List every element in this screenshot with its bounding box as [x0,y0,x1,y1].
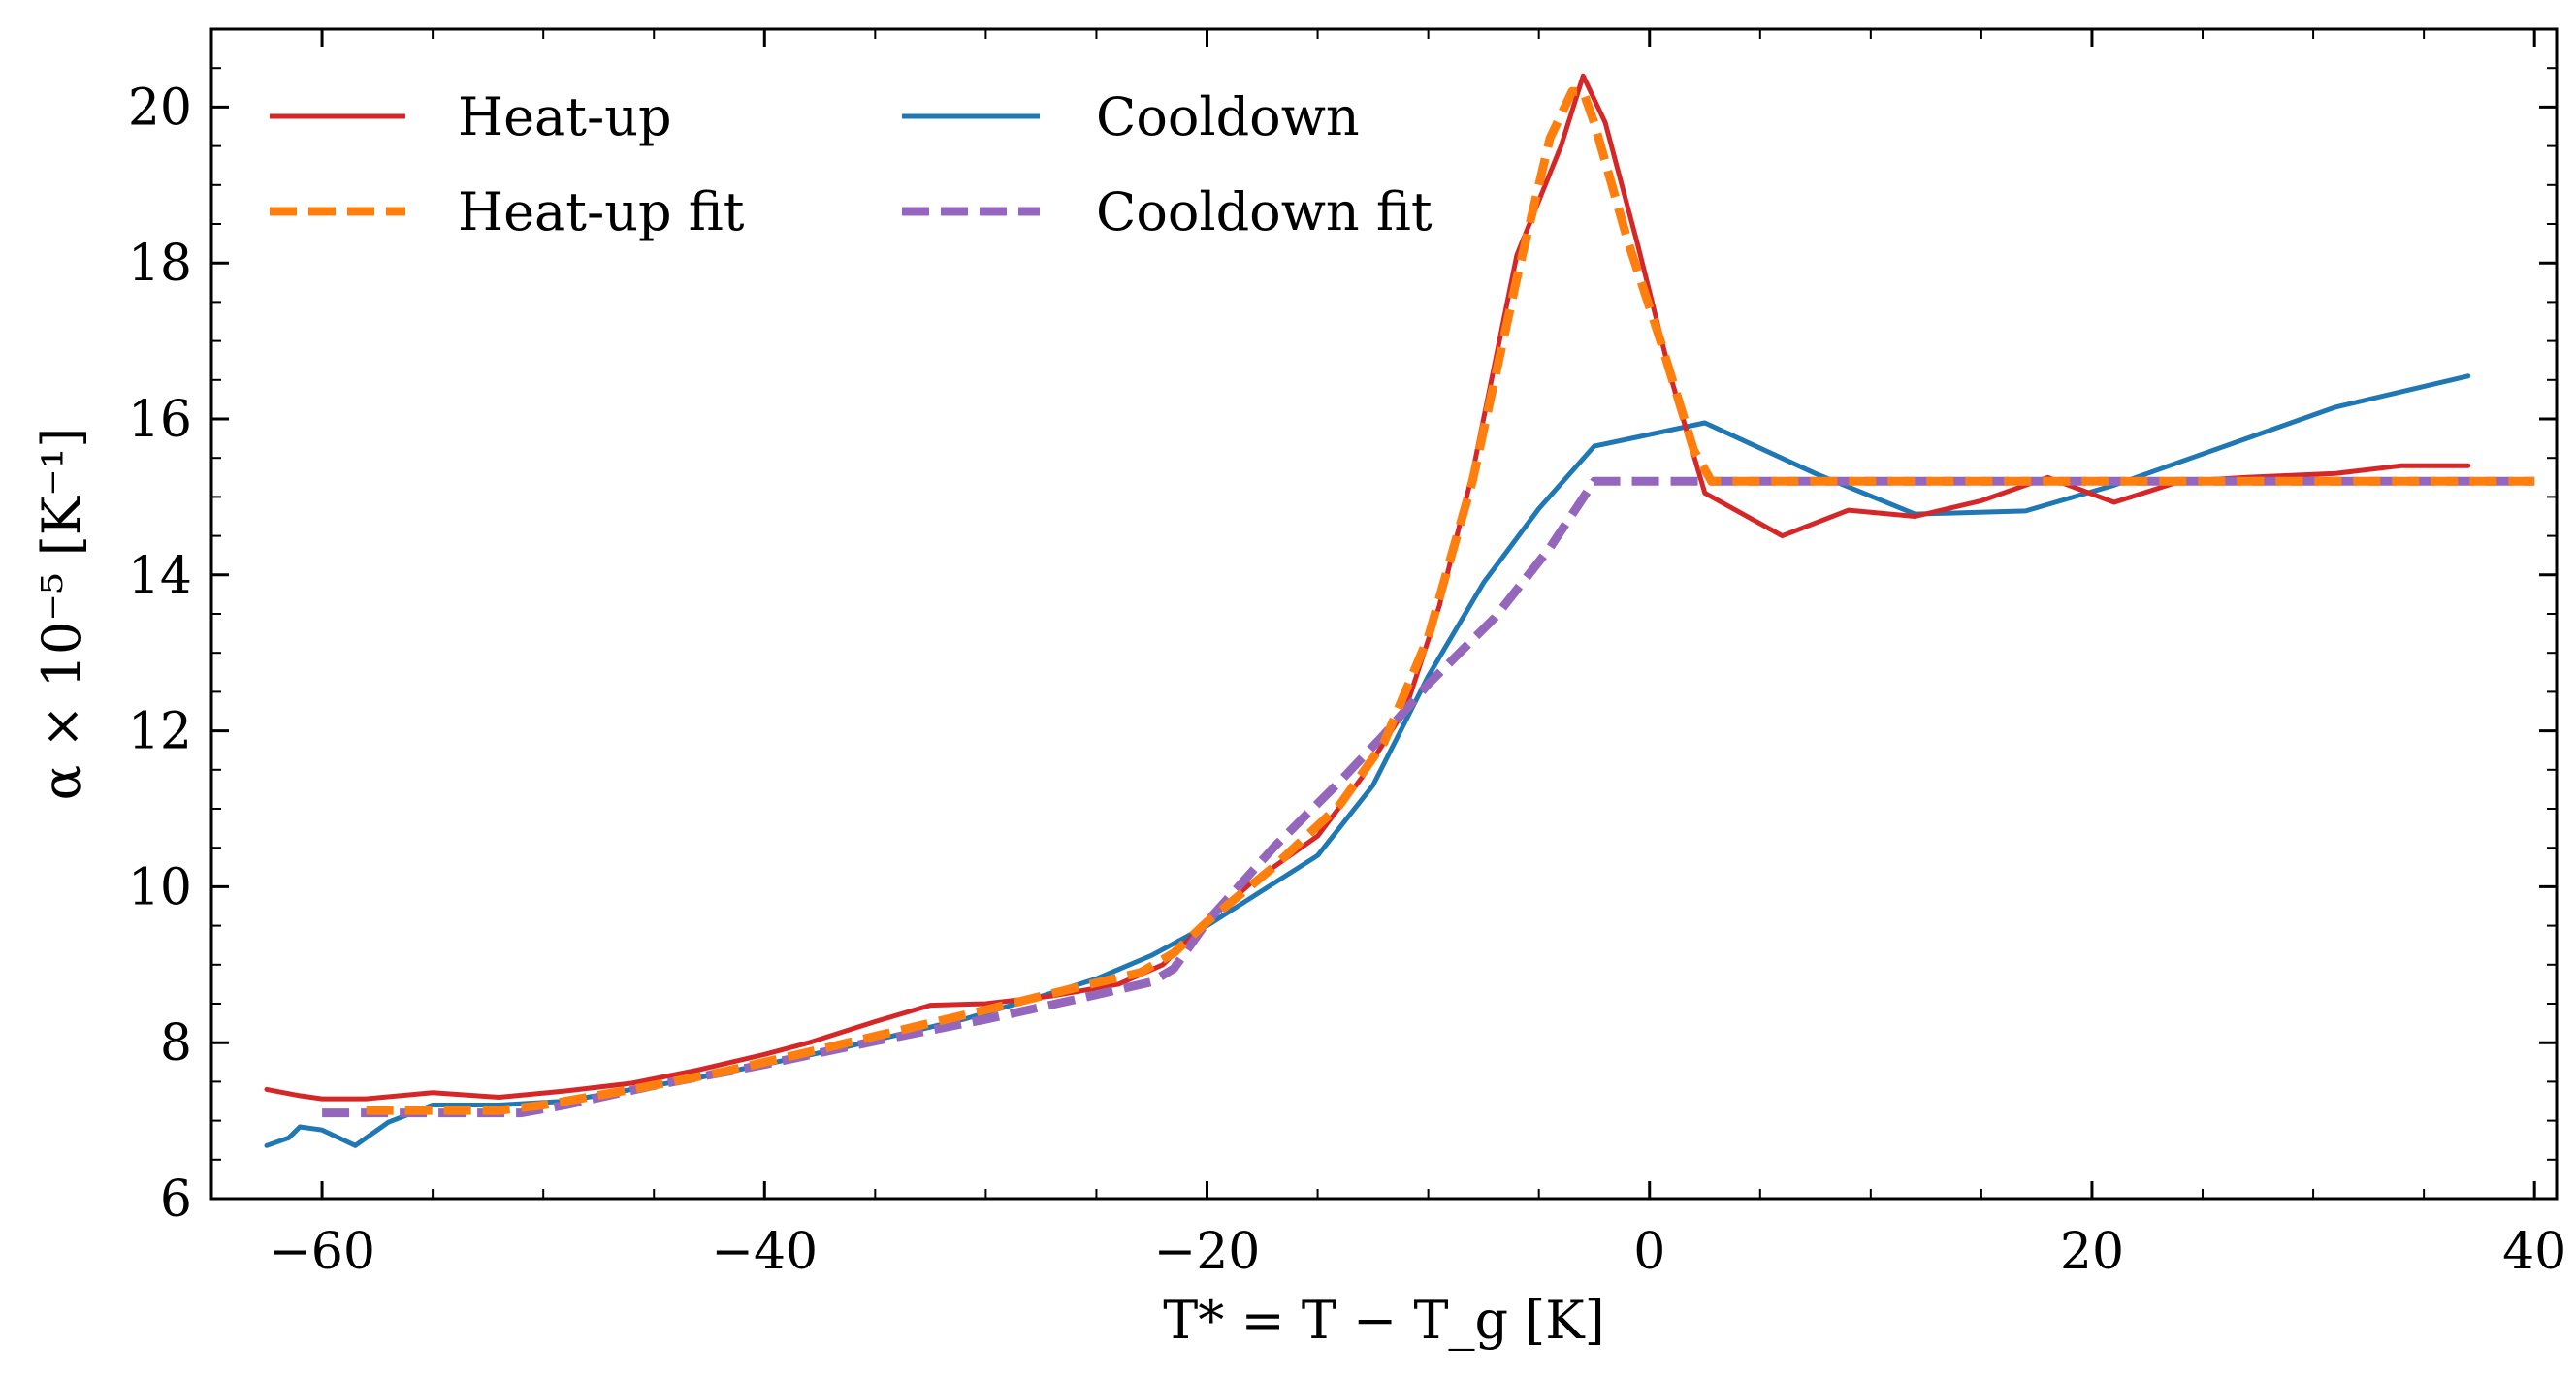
y-tick-label: 10 [128,858,192,916]
y-tick-label: 6 [160,1170,192,1229]
series-line-heat-up-fit [366,86,2535,1115]
legend-label-cooldown-fit: Cooldown fit [1096,181,1433,242]
x-tick-label: −40 [711,1223,818,1281]
x-tick-label: 40 [2502,1223,2566,1281]
y-tick-label: 14 [128,547,192,605]
x-tick-label: −60 [269,1223,375,1281]
y-tick-label: 18 [128,235,192,293]
legend-label-cooldown: Cooldown [1096,86,1360,147]
legend-label-heat-up-fit: Heat-up fit [458,181,745,242]
legend: Heat-up Cooldown Heat-up fit Cooldown fi… [270,86,1433,242]
y-axis-label: α × 10⁻⁵ [K⁻¹] [31,428,92,801]
x-tick-label: 20 [2060,1223,2124,1281]
y-tick-label: 20 [128,79,192,137]
y-tick-label: 16 [128,391,192,449]
series-group [264,73,2535,1148]
y-tick-label: 12 [128,703,192,761]
y-tick-label: 8 [160,1014,192,1073]
legend-label-heat-up: Heat-up [458,86,672,147]
ticks-group: −60 −40 −20 0 20 40 6 8 10 12 14 16 18 20 [128,28,2566,1281]
x-axis-label: T* = T − T_g [K] [1163,1290,1604,1351]
x-tick-label: 0 [1633,1223,1665,1281]
x-tick-label: −20 [1154,1223,1261,1281]
